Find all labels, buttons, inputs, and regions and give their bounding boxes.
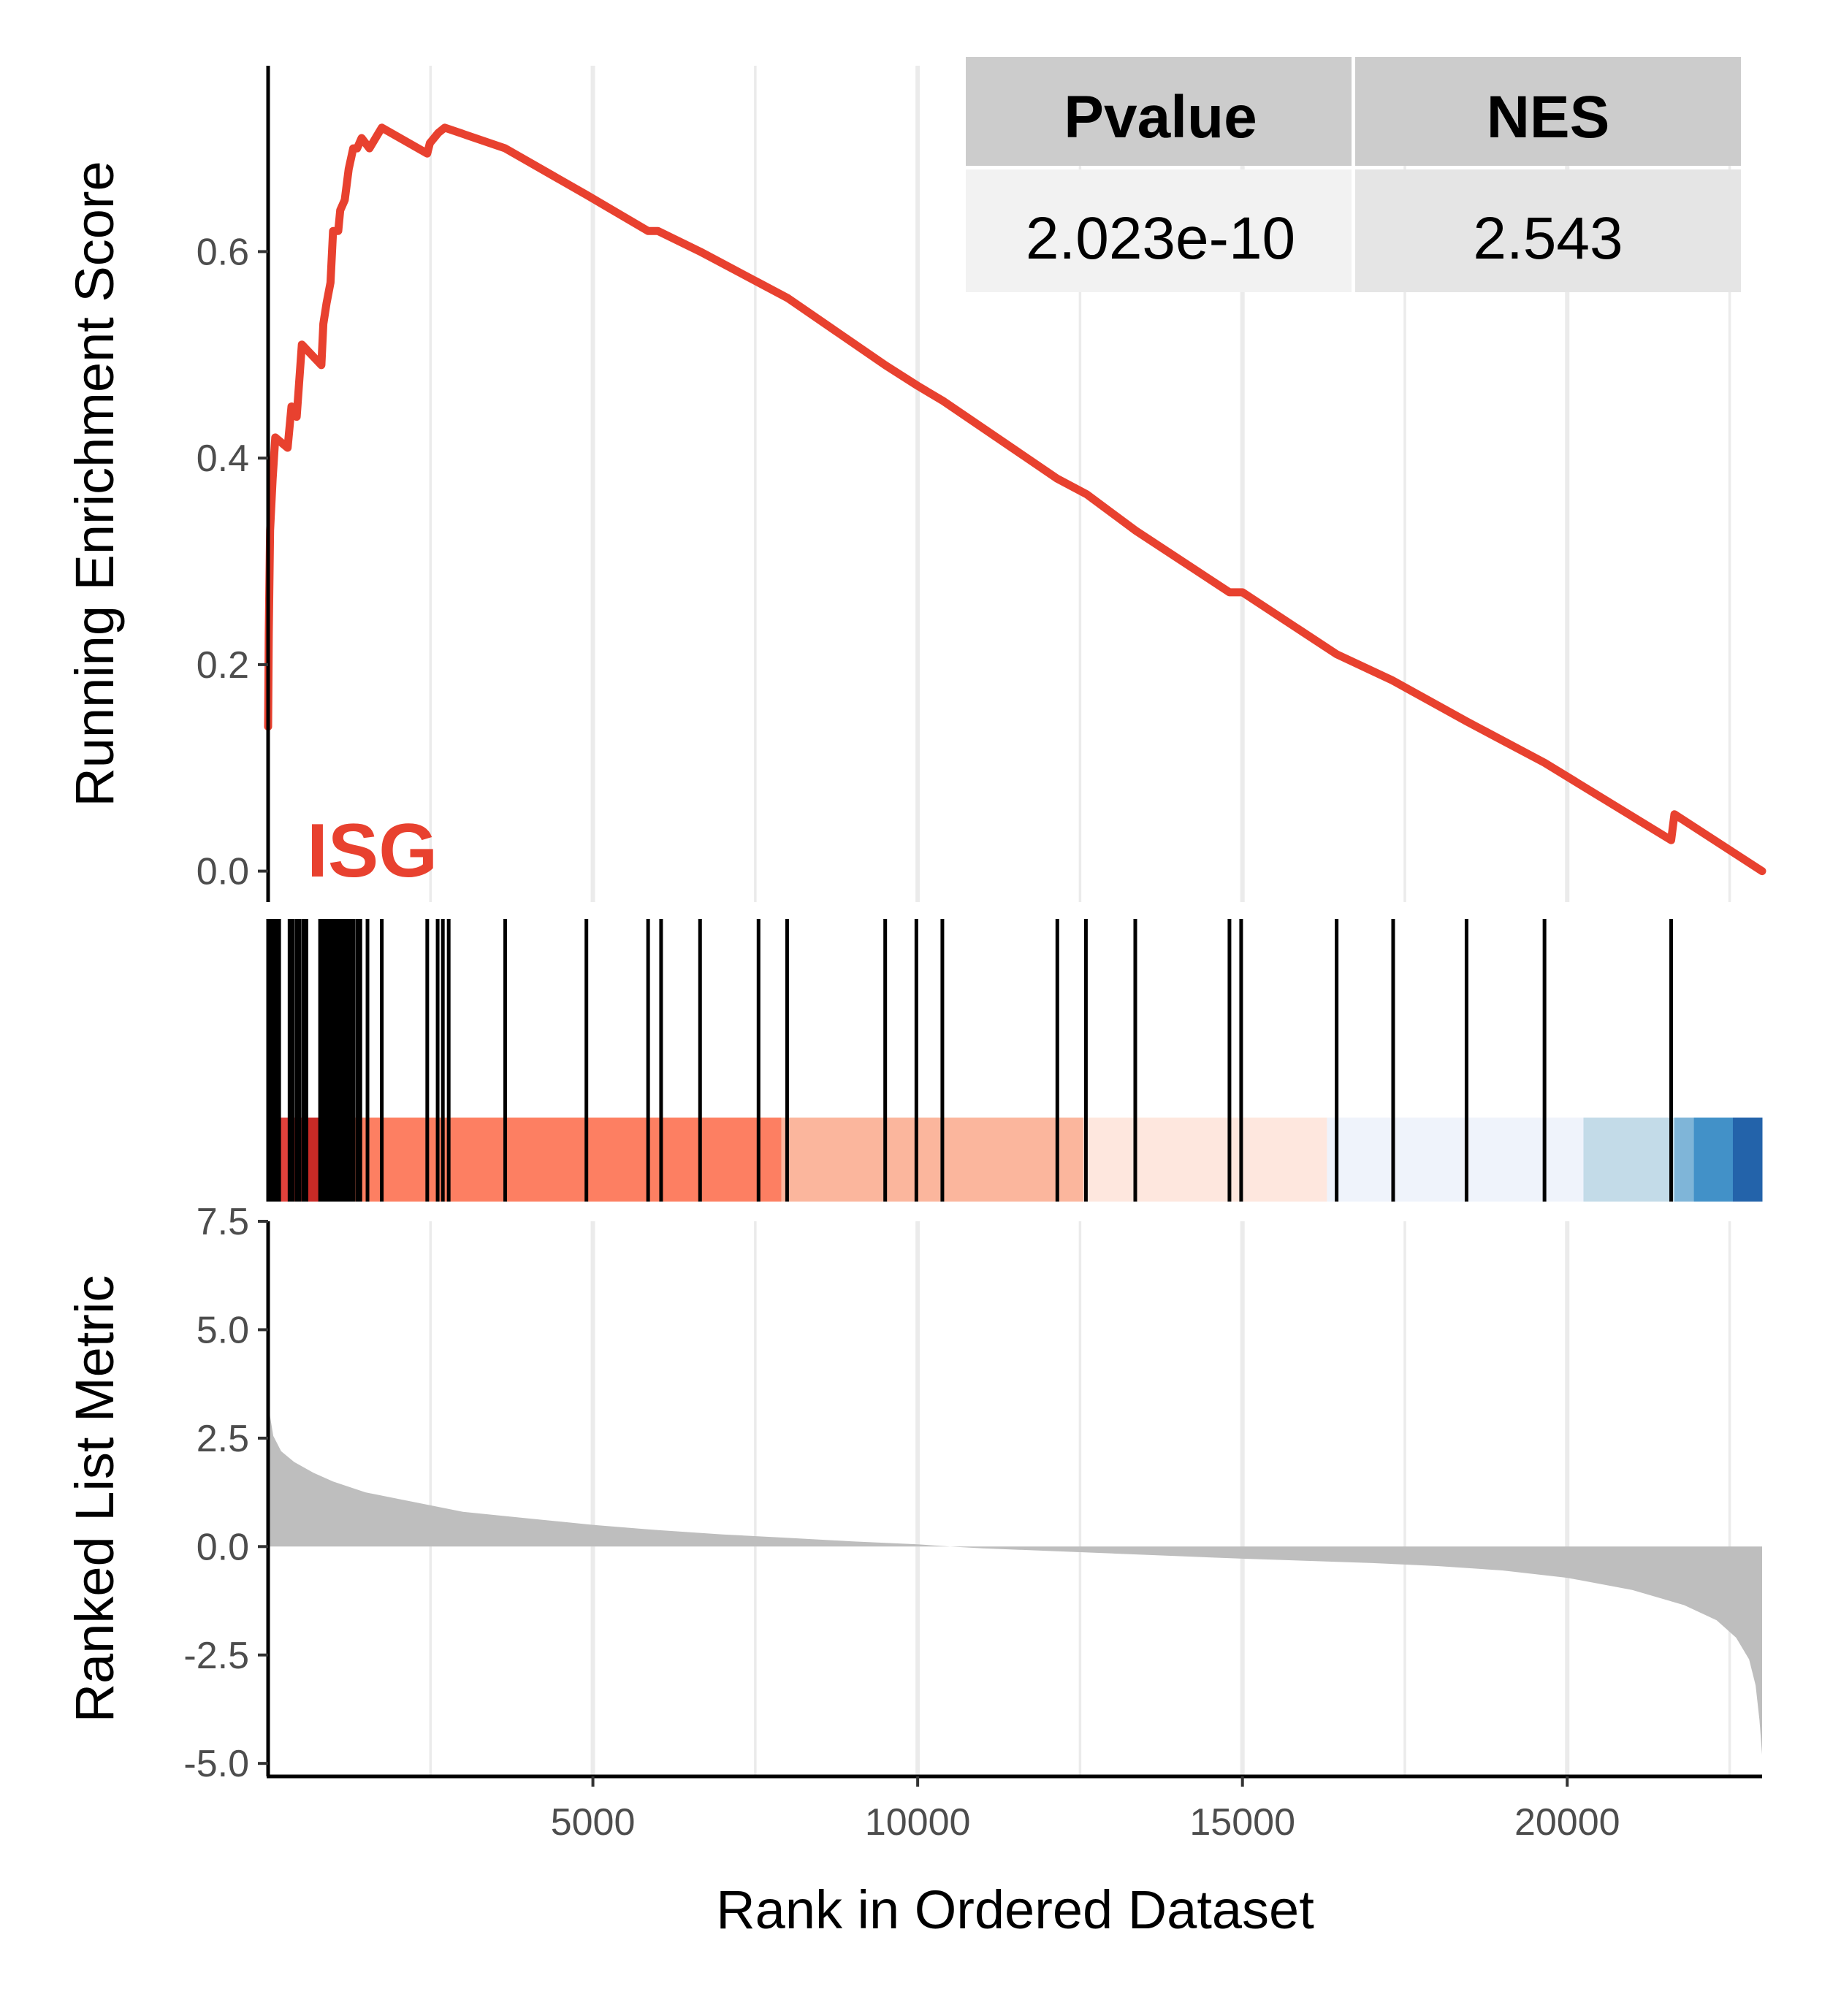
color-bar-segment: [781, 1118, 1084, 1202]
metric-panel-grid: [429, 1221, 1731, 1776]
table-header-cell-pvalue: [966, 57, 1352, 166]
score-y-tick-label: 0.6: [197, 231, 249, 273]
metric-y-tick-label: -2.5: [183, 1635, 249, 1677]
score-y-tick-label: 0.4: [197, 438, 249, 480]
x-tick-label: 15000: [1189, 1801, 1295, 1844]
x-tick-label: 20000: [1514, 1801, 1620, 1844]
table-header-nes: NES: [1487, 84, 1610, 150]
gene-hit-marks: [266, 919, 1674, 1202]
score-y-axis-title: Running Enrichment Score: [64, 161, 125, 806]
x-tick-label: 5000: [551, 1801, 636, 1844]
color-bar-segment: [1327, 1118, 1584, 1202]
color-bar-segment: [349, 1118, 782, 1202]
table-value-cell-pvalue: [966, 169, 1352, 292]
metric-y-tick-label: 0.0: [197, 1526, 249, 1568]
metric-y-ticks: -5.0 -2.5 0.0 2.5 5.0 7.5: [183, 1201, 268, 1785]
metric-y-tick-label: 5.0: [197, 1309, 249, 1351]
metric-y-tick-label: 2.5: [197, 1418, 249, 1460]
color-bar-segment: [1083, 1118, 1327, 1202]
score-y-ticks: 0.0 0.2 0.4 0.6: [197, 231, 268, 893]
color-bar-segment: [1693, 1118, 1734, 1202]
running-score-curve: [264, 123, 1766, 876]
metric-y-tick-label: 7.5: [197, 1201, 249, 1243]
metric-y-axis-title: Ranked List Metric: [64, 1275, 125, 1723]
table-header-cell-nes: [1355, 57, 1741, 166]
score-y-tick-label: 0.2: [197, 644, 249, 687]
score-y-tick-label: 0.0: [197, 851, 249, 893]
rank-color-bar: [268, 1118, 1763, 1202]
color-bar-segment: [1732, 1118, 1763, 1202]
gene-set-label: ISG: [307, 809, 438, 893]
x-axis-title: Rank in Ordered Dataset: [716, 1879, 1314, 1940]
color-bar-segment: [1583, 1118, 1675, 1202]
stats-table: Pvalue NES 2.023e-10 2.543: [966, 57, 1741, 292]
table-value-cell-nes: [1355, 169, 1741, 292]
x-ticks: 5000 10000 15000 20000: [551, 1776, 1620, 1844]
table-value-nes: 2.543: [1473, 205, 1623, 272]
x-tick-label: 10000: [865, 1801, 971, 1844]
metric-y-tick-label: -5.0: [183, 1743, 249, 1785]
table-header-pvalue: Pvalue: [1064, 84, 1257, 150]
table-value-pvalue: 2.023e-10: [1026, 205, 1295, 272]
color-bar-segment: [1674, 1118, 1695, 1202]
